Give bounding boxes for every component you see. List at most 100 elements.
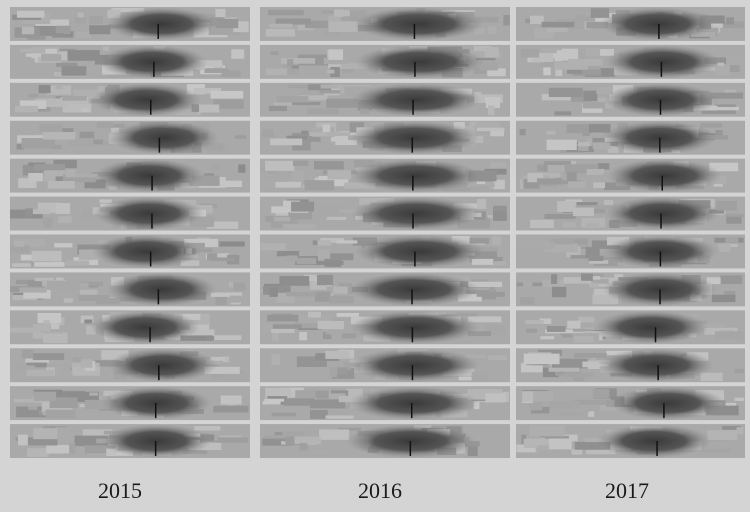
texture [204, 68, 228, 73]
texture [292, 171, 304, 182]
blob [610, 386, 725, 420]
texture [307, 108, 338, 114]
image: 2015 2016 2017 [0, 0, 750, 512]
texture [582, 362, 598, 368]
texture [503, 15, 509, 25]
texture [47, 281, 81, 290]
texture [277, 96, 308, 102]
texture [567, 321, 580, 329]
texture [75, 17, 86, 23]
blob [355, 45, 485, 79]
texture [714, 107, 739, 110]
blob [348, 386, 478, 420]
blob [90, 310, 200, 344]
texture [93, 140, 103, 145]
texture [46, 410, 76, 419]
texture [555, 70, 562, 77]
texture [574, 336, 593, 343]
texture [272, 413, 296, 417]
texture [286, 255, 297, 261]
texture [472, 372, 489, 381]
texture [334, 10, 350, 16]
texture [55, 367, 62, 377]
texture [586, 223, 599, 229]
texture [326, 415, 354, 418]
texture [73, 357, 81, 362]
texture [529, 425, 565, 436]
texture [64, 298, 73, 302]
texture [271, 329, 295, 333]
texture [297, 258, 317, 264]
texture [214, 335, 241, 340]
texture [56, 84, 63, 89]
texture [330, 367, 338, 376]
texture [33, 209, 50, 214]
texture [283, 224, 316, 229]
texture [547, 140, 577, 150]
texture [485, 393, 505, 402]
blob [108, 348, 218, 382]
texture [544, 214, 575, 219]
texture [477, 292, 505, 297]
texture [81, 359, 93, 368]
texture [213, 209, 245, 213]
blob [599, 348, 714, 382]
texture [587, 169, 603, 175]
texture [34, 262, 64, 267]
texture [18, 435, 28, 446]
texture [554, 111, 571, 115]
texture [526, 329, 537, 333]
texture [578, 317, 594, 323]
blob [350, 310, 480, 344]
texture [525, 320, 543, 324]
texture [62, 66, 87, 76]
texture [210, 257, 234, 261]
texture [266, 68, 287, 75]
texture [267, 315, 299, 321]
texture [287, 59, 293, 66]
texture [313, 450, 333, 454]
blob [349, 272, 479, 306]
texture [488, 26, 496, 33]
texture [291, 202, 314, 212]
texture [220, 181, 242, 187]
texture [301, 131, 308, 135]
texture [481, 90, 504, 94]
texture [299, 443, 307, 451]
texture [19, 287, 47, 292]
texture [563, 373, 594, 377]
texture [583, 91, 597, 102]
texture [268, 10, 304, 16]
blob [350, 121, 480, 155]
texture [33, 353, 65, 360]
blob [605, 45, 720, 79]
texture [270, 51, 278, 55]
texture [726, 17, 734, 24]
texture [327, 70, 335, 74]
texture [21, 255, 33, 261]
texture [490, 162, 506, 168]
texture [272, 333, 279, 342]
texture [20, 49, 33, 52]
blob [355, 235, 485, 269]
texture [97, 122, 114, 128]
texture [282, 432, 303, 436]
texture [737, 427, 744, 434]
texture [522, 391, 533, 401]
texture [327, 132, 351, 136]
texture [319, 90, 340, 93]
texture [215, 9, 225, 18]
texture [471, 186, 489, 191]
texture [328, 49, 343, 59]
texture [337, 240, 358, 243]
texture [17, 11, 44, 18]
texture [213, 406, 248, 413]
texture [492, 236, 501, 245]
texture [520, 297, 534, 305]
texture [725, 237, 738, 243]
texture [273, 324, 302, 328]
texture [543, 67, 550, 75]
texture [26, 208, 33, 216]
texture [41, 54, 61, 61]
texture [547, 28, 568, 32]
